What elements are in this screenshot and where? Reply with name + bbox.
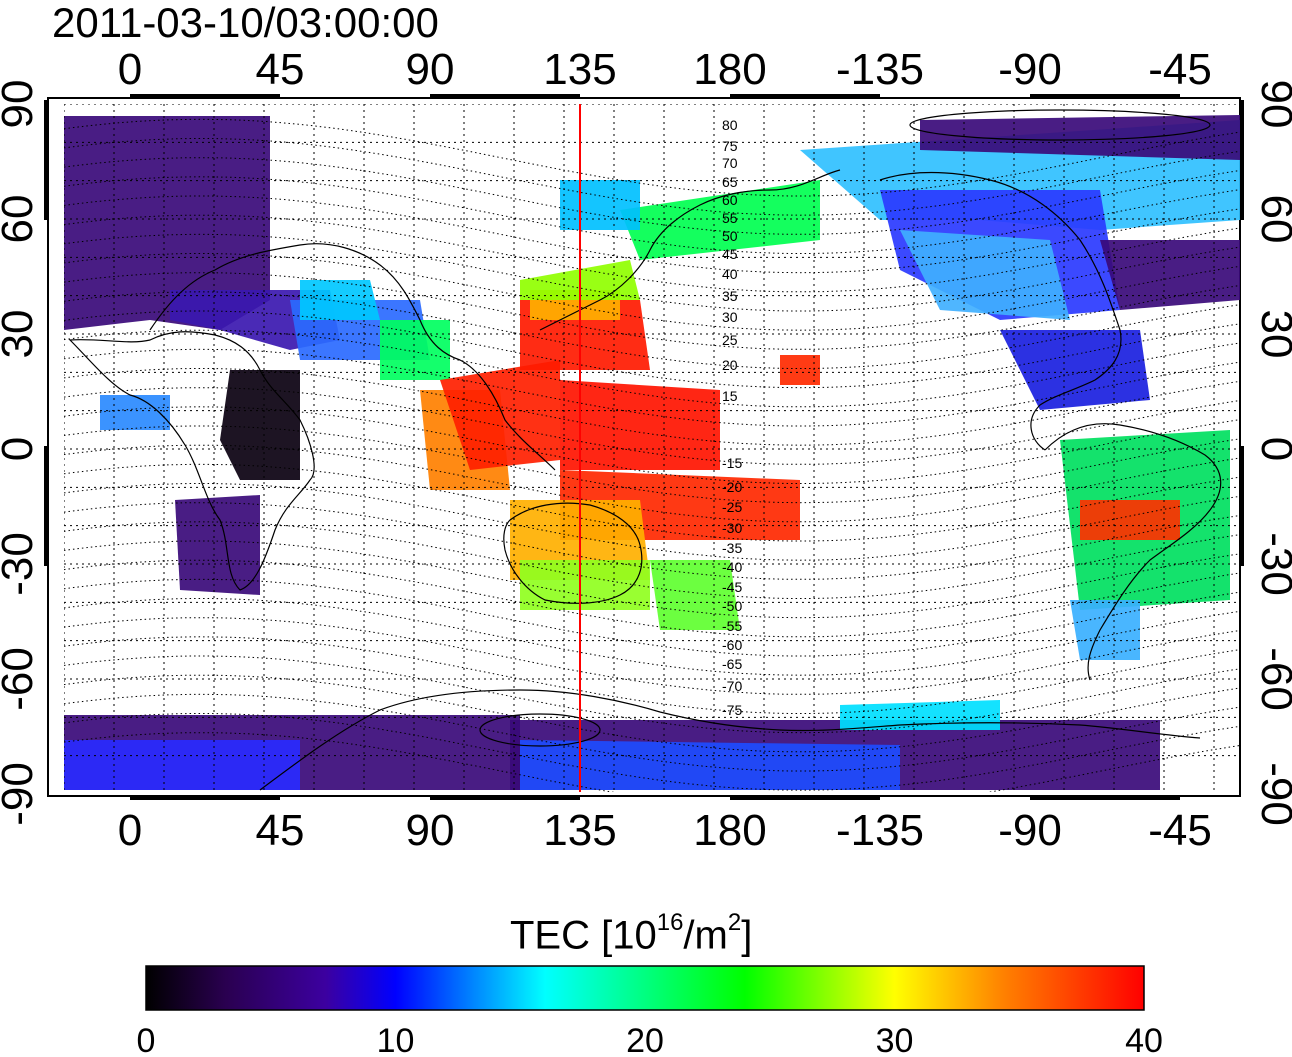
contour-label: 20: [722, 357, 738, 373]
longitude-tick-label: 0: [118, 806, 142, 855]
contour-label: 30: [722, 309, 738, 325]
top-longitude-labels: 0 45 90 135 180 -135 -90 -45: [118, 45, 1212, 94]
latitude-tick-label: -90: [0, 762, 42, 826]
coastlines: [68, 109, 1222, 791]
longitude-tick-label: 45: [256, 45, 305, 94]
colorbar-tick-label: 0: [137, 1022, 156, 1057]
longitude-tick-label: 180: [693, 45, 766, 94]
contour-label: 35: [722, 288, 738, 304]
latitude-tick-label: -90: [1252, 762, 1292, 826]
latitude-tick-label: 30: [0, 310, 42, 359]
longitude-tick-label: -45: [1148, 45, 1212, 94]
latitude-tick-label: 30: [1252, 310, 1292, 359]
magnetic-latitude-contours: [64, 118, 1240, 792]
colorbar-tick-label: 30: [876, 1022, 914, 1057]
contour-label: -75: [722, 702, 742, 718]
contour-label: 50: [722, 228, 738, 244]
colorbar-tick-label: 20: [626, 1022, 664, 1057]
latitude-tick-label: 90: [0, 80, 42, 129]
colorbar: [145, 965, 1145, 1011]
longitude-tick-label: -90: [998, 45, 1062, 94]
colorbar-tick-label: 10: [377, 1022, 415, 1057]
latitude-tick-label: 0: [0, 437, 42, 461]
contour-label: 40: [722, 266, 738, 282]
latitude-tick-label: 60: [0, 195, 42, 244]
contour-label: 60: [722, 192, 738, 208]
contour-label: 75: [722, 138, 738, 154]
contour-label: -50: [722, 598, 742, 614]
contour-label: 45: [722, 246, 738, 262]
contour-label: -30: [722, 520, 742, 536]
map-timestamp: 2011-03-10/03:00:00: [52, 0, 439, 46]
bottom-longitude-labels: 0 45 90 135 180 -135 -90 -45: [118, 806, 1212, 855]
left-latitude-labels: 90 60 30 0 -30 -60 -90: [0, 80, 42, 826]
latitude-tick-label: 0: [1252, 437, 1292, 461]
contour-label: -20: [722, 479, 742, 495]
latitude-tick-label: -60: [0, 647, 42, 711]
colorbar-title: TEC [1016/m2]: [510, 909, 753, 958]
contour-label: 65: [722, 174, 738, 190]
contour-label: -60: [722, 637, 742, 653]
longitude-tick-label: 0: [118, 45, 142, 94]
contour-label: -15: [722, 455, 742, 471]
contour-label: -35: [722, 540, 742, 556]
latitude-tick-label: -60: [1252, 647, 1292, 711]
contour-label: 80: [722, 117, 738, 133]
longitude-tick-label: 90: [406, 806, 455, 855]
longitude-tick-label: 45: [256, 806, 305, 855]
contour-label: 15: [722, 388, 738, 404]
right-latitude-labels: 90 60 30 0 -30 -60 -90: [1252, 80, 1292, 826]
contour-label: -25: [722, 499, 742, 515]
longitude-tick-label: 135: [543, 45, 616, 94]
latitude-tick-label: 60: [1252, 195, 1292, 244]
contour-label: -65: [722, 656, 742, 672]
longitude-tick-label: -90: [998, 806, 1062, 855]
longitude-tick-label: 90: [406, 45, 455, 94]
latitude-tick-label: -30: [0, 532, 42, 596]
contour-label: 25: [722, 332, 738, 348]
longitude-tick-label: 180: [693, 806, 766, 855]
longitude-tick-label: -135: [836, 806, 924, 855]
latitude-tick-label: 90: [1252, 80, 1292, 129]
colorbar-tick-label: 40: [1125, 1022, 1163, 1057]
colorbar-ticks: 0 10 20 30 40: [137, 1022, 1163, 1057]
contour-label: -70: [722, 678, 742, 694]
contour-label: 55: [722, 210, 738, 226]
lat-lon-grid: [64, 104, 1240, 792]
longitude-tick-label: 135: [543, 806, 616, 855]
frame-ticks: [44, 94, 1244, 800]
longitude-tick-label: -45: [1148, 806, 1212, 855]
contour-label: 70: [722, 155, 738, 171]
contour-label: -45: [722, 579, 742, 595]
contour-label: -40: [722, 559, 742, 575]
latitude-tick-label: -30: [1252, 532, 1292, 596]
longitude-tick-label: -135: [836, 45, 924, 94]
tec-data-patches: [64, 115, 1240, 790]
contour-label: -55: [722, 618, 742, 634]
